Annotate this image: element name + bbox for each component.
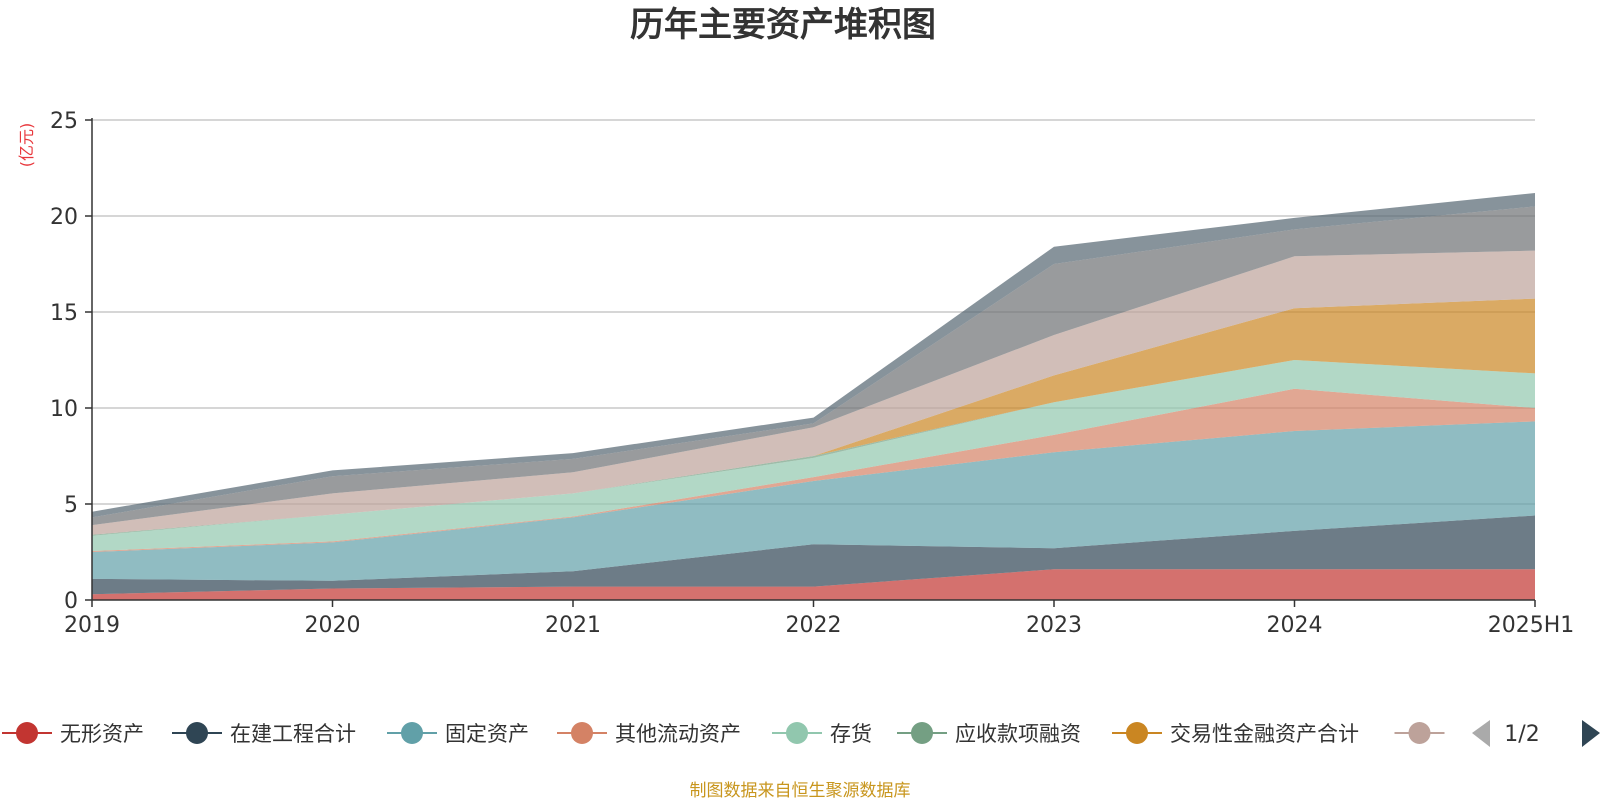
legend-item-4[interactable]: 存货 [772, 722, 872, 746]
chart-title: 历年主要资产堆积图 [630, 5, 936, 45]
area-series-7 [92, 250, 1535, 535]
source-note: 制图数据来自恒生聚源数据库 [690, 781, 911, 800]
legend-circle-icon [1126, 722, 1148, 744]
legend-circle-icon [186, 722, 208, 744]
x-tick-label: 2022 [786, 613, 842, 638]
area-series-0 [92, 569, 1535, 600]
x-tick-label: 2021 [545, 613, 601, 638]
x-tick-label: 2019 [64, 613, 120, 638]
legend-circle-icon [1408, 722, 1431, 744]
x-tick-label: 2023 [1026, 613, 1082, 638]
legend-label: 固定资产 [445, 722, 529, 746]
y-tick-label: 0 [64, 589, 78, 614]
y-tick-label: 25 [50, 109, 78, 134]
legend-item-1[interactable]: 在建工程合计 [172, 722, 356, 746]
legend-item-5[interactable]: 应收款项融资 [897, 722, 1081, 746]
legend-circle-icon [786, 722, 808, 744]
legend-circle-icon [16, 722, 38, 744]
legend-circle-icon [571, 722, 593, 744]
axes: 0 5 10 15 20 25 2019 2020 2021 2022 2023 2024 2025H1 [50, 109, 1574, 638]
legend-item-6[interactable]: 交易性金融资产合计 [1112, 722, 1359, 746]
legend-label: 存货 [830, 722, 872, 746]
legend-label: 在建工程合计 [230, 722, 356, 746]
area-series-2 [92, 421, 1535, 581]
area-series-8 [92, 206, 1535, 526]
y-tick-label: 20 [50, 205, 78, 230]
x-tick-label: 2024 [1267, 613, 1323, 638]
y-tick-label: 10 [50, 397, 78, 422]
legend-item-0[interactable]: 无形资产 [2, 722, 144, 746]
legend-page-indicator: 1/2 [1504, 722, 1539, 747]
legend-label: 无形资产 [60, 722, 144, 746]
area-series-3 [92, 388, 1535, 552]
area-series-group [92, 193, 1535, 600]
legend-item-3[interactable]: 其他流动资产 [557, 722, 741, 746]
legend-label: 其他流动资产 [615, 722, 741, 746]
legend-next-page-icon[interactable] [1582, 720, 1600, 747]
y-tick-label: 15 [50, 301, 78, 326]
legend-pager: 1/2 [1472, 720, 1600, 747]
legend: 无形资产 在建工程合计 固定资产 其他流动资产 存货 应收款项融资 交易性金融资产合计 [2, 722, 1445, 746]
legend-prev-page-icon[interactable] [1472, 720, 1490, 747]
legend-circle-icon [911, 722, 933, 744]
legend-item-2[interactable]: 固定资产 [387, 722, 529, 746]
y-axis-unit: (亿元) [17, 123, 36, 168]
legend-item-7[interactable] [1394, 722, 1445, 744]
y-tick-label: 5 [64, 493, 78, 518]
area-series-1 [92, 515, 1535, 595]
area-series-4 [92, 360, 1535, 551]
area-series-6 [92, 298, 1535, 535]
legend-circle-icon [401, 722, 423, 744]
legend-label: 交易性金融资产合计 [1170, 722, 1359, 746]
x-tick-label: 2025H1 [1488, 613, 1575, 638]
x-tick-label: 2020 [305, 613, 361, 638]
legend-label: 应收款项融资 [955, 722, 1081, 746]
